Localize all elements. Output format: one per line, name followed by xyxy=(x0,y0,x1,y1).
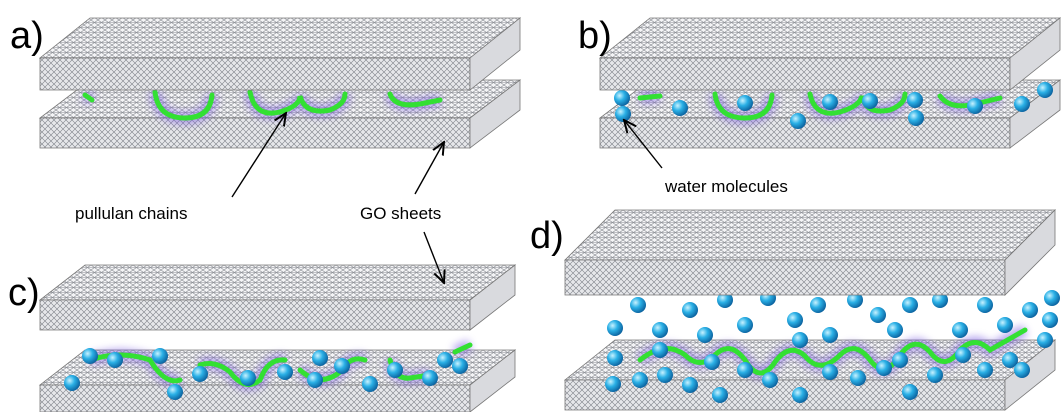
water-molecule xyxy=(240,370,256,386)
water-molecule xyxy=(422,370,438,386)
water-molecule xyxy=(790,113,806,129)
sheet-top xyxy=(600,18,1060,58)
water-molecule xyxy=(362,376,378,392)
water-molecule xyxy=(277,364,293,380)
water-molecule xyxy=(967,98,983,114)
water-molecule xyxy=(632,372,648,388)
panel-label: a) xyxy=(10,15,44,57)
annotation: pullulan chains xyxy=(75,204,187,223)
water-molecule xyxy=(850,370,866,386)
water-molecule xyxy=(682,302,698,318)
water-molecule xyxy=(927,367,943,383)
water-molecule xyxy=(682,377,698,393)
water-molecule xyxy=(870,307,886,323)
water-molecule xyxy=(192,366,208,382)
annotation: water molecules xyxy=(664,177,788,196)
water-molecule xyxy=(437,352,453,368)
water-molecule xyxy=(1014,362,1030,378)
panel-label: b) xyxy=(578,15,612,57)
water-molecule xyxy=(737,317,753,333)
water-molecule xyxy=(952,322,968,338)
water-molecule xyxy=(792,387,808,403)
water-molecule xyxy=(902,297,918,313)
water-molecule xyxy=(787,312,803,328)
water-molecule xyxy=(822,94,838,110)
water-molecule xyxy=(605,376,621,392)
sheet-front xyxy=(40,118,470,148)
water-molecule xyxy=(887,322,903,338)
water-molecule xyxy=(167,384,183,400)
water-molecule xyxy=(630,297,646,313)
sheet-top xyxy=(565,210,1055,260)
water-molecule xyxy=(1037,82,1053,98)
page: {"panels":[{"label":"a)"},{"label":"b)"}… xyxy=(0,0,1062,412)
water-molecule xyxy=(1037,332,1053,348)
water-molecule xyxy=(792,332,808,348)
water-molecule xyxy=(902,384,918,400)
water-molecule xyxy=(697,327,713,343)
water-molecule xyxy=(334,358,350,374)
water-molecule xyxy=(307,372,323,388)
sheet-front xyxy=(600,58,1010,90)
water-molecule xyxy=(657,367,673,383)
water-molecule xyxy=(387,362,403,378)
water-molecule xyxy=(672,100,688,116)
figure: a) b) c) d) pullulan chains GO sheets wa… xyxy=(0,0,1062,412)
water-molecule xyxy=(1014,96,1030,112)
water-molecule xyxy=(152,348,168,364)
water-molecule xyxy=(810,297,826,313)
water-molecule xyxy=(822,364,838,380)
water-molecule xyxy=(862,93,878,109)
panel-label: c) xyxy=(8,272,40,314)
water-molecule xyxy=(762,372,778,388)
water-molecule xyxy=(312,350,328,366)
water-molecule xyxy=(607,350,623,366)
water-molecule xyxy=(955,347,971,363)
water-molecule xyxy=(107,352,123,368)
water-molecule xyxy=(712,387,728,403)
water-molecule xyxy=(892,352,908,368)
water-molecule xyxy=(615,106,631,122)
water-molecule xyxy=(977,297,993,313)
water-molecule xyxy=(1022,302,1038,318)
water-molecule xyxy=(64,375,80,391)
water-molecule xyxy=(82,348,98,364)
arrow xyxy=(415,142,444,194)
sheet-front xyxy=(565,380,1005,410)
water-molecule xyxy=(822,327,838,343)
water-molecule xyxy=(652,342,668,358)
water-molecule xyxy=(607,320,623,336)
sheet-front xyxy=(40,58,470,90)
water-molecule xyxy=(452,358,468,374)
sheet-top xyxy=(40,18,520,58)
sheet-front xyxy=(40,300,470,330)
water-molecule xyxy=(977,362,993,378)
water-molecule xyxy=(737,95,753,111)
water-molecule xyxy=(704,354,720,370)
sheet-front xyxy=(565,260,1005,295)
annotation: GO sheets xyxy=(360,204,441,223)
water-molecule xyxy=(737,362,753,378)
water-molecule xyxy=(876,360,892,376)
panel-label: d) xyxy=(530,215,564,257)
water-molecule xyxy=(1042,312,1058,328)
water-molecule xyxy=(907,92,923,108)
water-molecule xyxy=(652,322,668,338)
water-molecule xyxy=(997,317,1013,333)
water-molecule xyxy=(614,90,630,106)
water-molecule xyxy=(1044,290,1060,306)
water-molecule xyxy=(908,110,924,126)
